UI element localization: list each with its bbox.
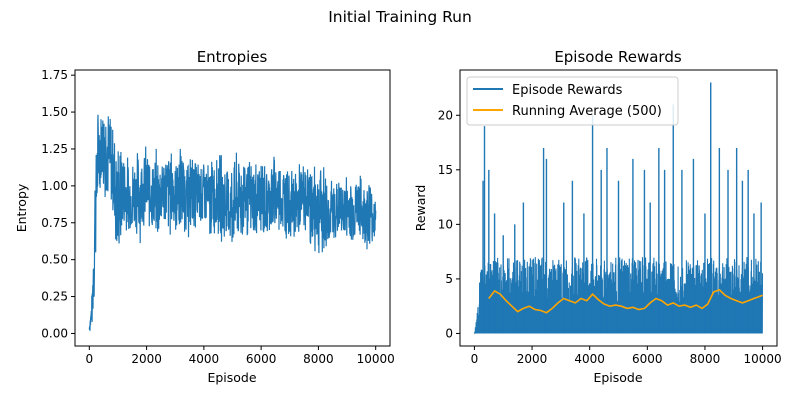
axes-rewards-frame — [459, 69, 778, 347]
legend: Episode Rewards Running Average (500) — [466, 76, 679, 126]
ytick-label: 15 — [438, 163, 453, 177]
xtick-label: 0 — [471, 352, 479, 366]
axes-entropies-xticks: 0 2000 4000 6000 8000 10000 — [85, 346, 395, 366]
ytick-label: 0.75 — [41, 216, 68, 230]
axes-rewards-title: Episode Rewards — [554, 48, 682, 66]
ytick-label: 0 — [445, 326, 453, 340]
xtick-label: 6000 — [246, 352, 277, 366]
axes-entropies: Entropies 0 2000 4000 6000 8000 10000 0.00 0.2… — [14, 48, 395, 385]
xtick-label: 0 — [85, 352, 93, 366]
axes-entropies-frame — [74, 69, 391, 347]
ytick-label: 1.00 — [41, 179, 68, 193]
legend-box — [466, 76, 679, 126]
axes-entropies-ylabel: Entropy — [14, 183, 29, 232]
axes-rewards: Episode Rewards 0 2000 4000 6000 8000 10000 0… — [413, 48, 782, 385]
ytick-label: 0.50 — [41, 253, 68, 267]
running-average-line — [488, 288, 763, 314]
ytick-label: 1.75 — [41, 68, 68, 82]
xtick-label: 2000 — [131, 352, 162, 366]
axes-rewards-ylabel: Reward — [413, 185, 428, 232]
ytick-label: 1.50 — [41, 105, 68, 119]
ytick-label: 20 — [438, 108, 453, 122]
xtick-label: 4000 — [574, 352, 605, 366]
axes-entropies-title: Entropies — [197, 48, 268, 66]
axes-entropies-plot — [88, 114, 377, 331]
axes-rewards-xticks: 0 2000 4000 6000 8000 10000 — [471, 346, 782, 366]
xtick-label: 2000 — [517, 352, 548, 366]
ytick-label: 0.25 — [41, 290, 68, 304]
xtick-label: 6000 — [632, 352, 663, 366]
xtick-label: 10000 — [743, 352, 781, 366]
axes-rewards-xlabel: Episode — [593, 370, 642, 385]
episode-rewards-line — [474, 257, 764, 335]
suptitle: Initial Training Run — [328, 8, 472, 26]
axes-rewards-plot — [474, 82, 764, 335]
ytick-label: 0.00 — [41, 326, 68, 340]
legend-label-episode-rewards: Episode Rewards — [512, 83, 623, 98]
axes-entropies-yticks: 0.00 0.25 0.50 0.75 1.00 1.25 1.50 1.75 — [41, 68, 75, 340]
xtick-label: 4000 — [189, 352, 220, 366]
legend-label-running-average: Running Average (500) — [512, 104, 662, 119]
ytick-label: 1.25 — [41, 142, 68, 156]
entropy-series-line — [88, 114, 377, 331]
axes-entropies-xlabel: Episode — [207, 370, 256, 385]
ytick-label: 5 — [445, 272, 453, 286]
ytick-label: 10 — [438, 217, 453, 231]
xtick-label: 8000 — [690, 352, 721, 366]
xtick-label: 10000 — [357, 352, 395, 366]
xtick-label: 8000 — [303, 352, 334, 366]
axes-rewards-yticks: 0 5 10 15 20 — [438, 108, 460, 340]
